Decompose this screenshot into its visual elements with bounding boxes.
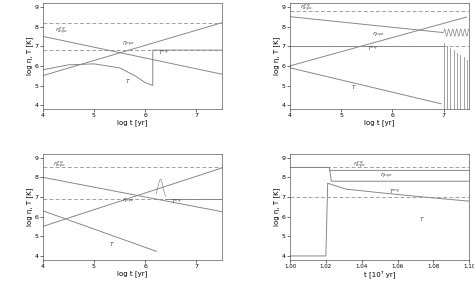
Text: $\eta_{npo}^{eq}$: $\eta_{npo}^{eq}$ xyxy=(353,159,366,170)
Text: $T^{eq}$: $T^{eq}$ xyxy=(367,45,378,53)
X-axis label: log t [yr]: log t [yr] xyxy=(117,270,147,277)
Text: $T$: $T$ xyxy=(109,240,115,248)
X-axis label: t [10⁷ yr]: t [10⁷ yr] xyxy=(364,270,395,278)
Y-axis label: log η, T [K]: log η, T [K] xyxy=(273,187,281,226)
Text: $\eta_{npo}^{eq}$: $\eta_{npo}^{eq}$ xyxy=(55,25,69,36)
X-axis label: log t [yr]: log t [yr] xyxy=(117,120,147,126)
Text: $\eta_{npe}$: $\eta_{npe}$ xyxy=(122,197,136,206)
Text: $T^{eq}$: $T^{eq}$ xyxy=(389,188,400,196)
X-axis label: log t [yr]: log t [yr] xyxy=(365,120,395,126)
Text: $T$: $T$ xyxy=(419,215,425,223)
Text: $T$: $T$ xyxy=(352,84,357,91)
Y-axis label: log η, T [K]: log η, T [K] xyxy=(27,187,33,226)
Text: $\eta_{npe}$: $\eta_{npe}$ xyxy=(122,40,136,49)
Y-axis label: log η, T [K]: log η, T [K] xyxy=(27,37,33,75)
Text: $\eta_{npe}$: $\eta_{npe}$ xyxy=(380,172,393,181)
Y-axis label: log η, T [K]: log η, T [K] xyxy=(273,37,281,75)
Text: $\eta_{npe}$: $\eta_{npe}$ xyxy=(372,31,385,40)
Text: $T$: $T$ xyxy=(125,77,130,85)
Text: $T^{eq}$: $T^{eq}$ xyxy=(158,49,169,57)
Text: $\eta_{npo}^{eq}$: $\eta_{npo}^{eq}$ xyxy=(53,159,66,170)
Text: $\eta_{npo}^{eq}$: $\eta_{npo}^{eq}$ xyxy=(300,2,313,13)
Text: $T^{eq}$: $T^{eq}$ xyxy=(171,198,182,206)
